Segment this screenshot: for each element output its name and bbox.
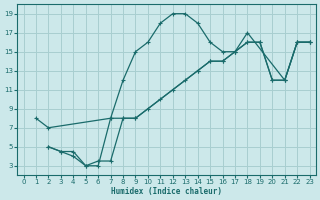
X-axis label: Humidex (Indice chaleur): Humidex (Indice chaleur) <box>111 187 222 196</box>
